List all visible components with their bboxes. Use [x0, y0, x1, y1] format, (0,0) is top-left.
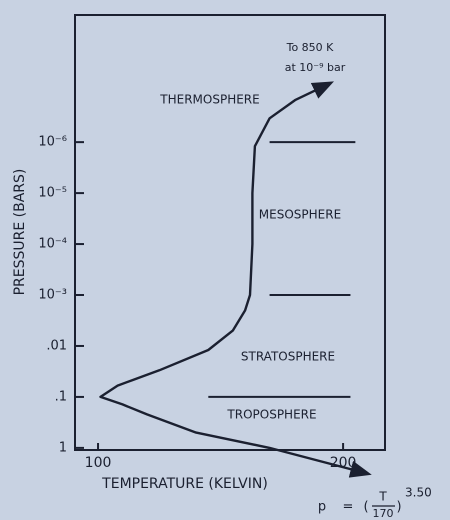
profile-line	[99, 81, 372, 478]
formula-lhs: p	[318, 500, 326, 515]
y-tick-label: 1	[59, 440, 67, 455]
x-axis-title: TEMPERATURE (KELVIN)	[101, 476, 268, 492]
annotation: TROPOSPHERE	[226, 408, 316, 422]
annotation: MESOSPHERE	[259, 208, 341, 222]
formula-exp: 3.50	[405, 486, 432, 500]
annotation: THERMOSPHERE	[159, 93, 259, 107]
formula-den: 170	[373, 507, 394, 520]
y-tick-label: 10⁻³	[38, 288, 67, 303]
y-axis-title: PRESSURE (BARS)	[12, 169, 28, 296]
y-tick-label: 10⁻⁴	[38, 237, 67, 252]
y-tick-label: 10⁻⁶	[38, 135, 67, 150]
formula-paren: )	[396, 500, 401, 515]
x-tick-label: 100	[85, 455, 112, 471]
annotation: STRATOSPHERE	[241, 350, 335, 364]
y-tick-label: 10⁻⁵	[38, 186, 67, 201]
plot-frame	[74, 14, 386, 451]
annotation: To 850 K	[286, 41, 335, 54]
annotation: at 10⁻⁹ bar	[285, 61, 346, 74]
y-tick-label: .1	[55, 389, 67, 404]
formula-eq: =	[343, 500, 354, 515]
formula-num: T	[378, 490, 387, 504]
y-tick-label: .01	[46, 338, 67, 353]
formula-paren: (	[363, 500, 368, 515]
